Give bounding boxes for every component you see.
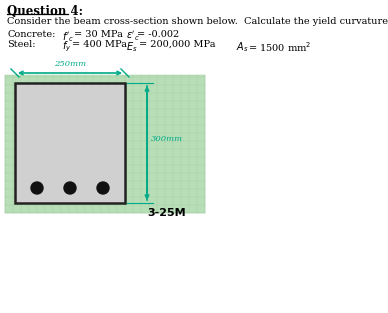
Circle shape [64,182,76,194]
Bar [15,83,125,203]
Text: 250mm: 250mm [54,60,86,68]
Text: Concrete:: Concrete: [7,30,55,39]
Text: $\varepsilon'_c$: $\varepsilon'_c$ [126,30,140,44]
Circle shape [97,182,109,194]
Text: = 1500 mm$^2$: = 1500 mm$^2$ [248,40,311,54]
Text: = 30 MPa: = 30 MPa [74,30,123,39]
Text: $f'_c$: $f'_c$ [62,30,74,44]
Text: 3-25M: 3-25M [147,208,185,218]
Text: Question 4:: Question 4: [7,5,83,18]
Text: $E_s$: $E_s$ [126,40,137,54]
Text: $A_s$: $A_s$ [236,40,249,54]
Bar [5,75,205,213]
Text: Steel:: Steel: [7,40,35,49]
Text: $f_y$: $f_y$ [62,40,71,54]
Circle shape [31,182,43,194]
Text: = 400 MPa: = 400 MPa [72,40,127,49]
Text: 300mm: 300mm [151,135,183,143]
Text: = 200,000 MPa: = 200,000 MPa [139,40,215,49]
Text: Consider the beam cross-section shown below.  Calculate the yield curvature.: Consider the beam cross-section shown be… [7,17,388,26]
Text: = -0.002: = -0.002 [137,30,179,39]
